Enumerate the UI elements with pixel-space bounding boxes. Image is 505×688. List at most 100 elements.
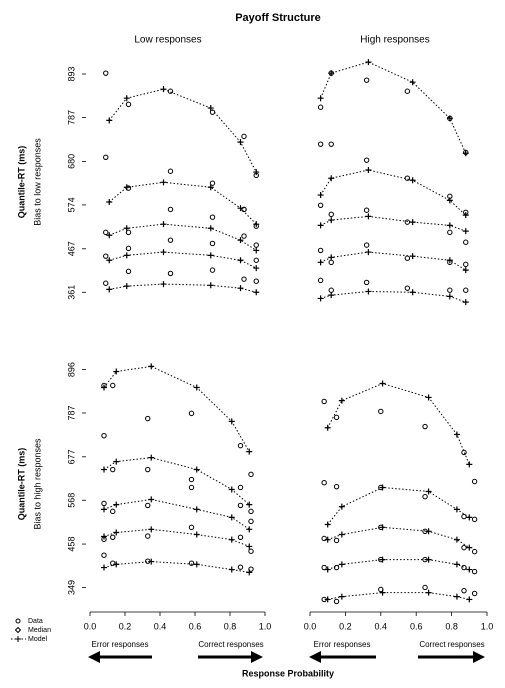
data-point [461,564,467,571]
data-point [103,253,109,259]
model-point [207,184,214,191]
data-point [248,518,254,525]
data-point [463,149,469,156]
column-title: High responses [360,35,429,46]
model-point [237,237,244,244]
model-point [207,252,214,259]
data-point [209,267,216,273]
model-point [193,561,200,568]
data-point [241,133,247,140]
data-point [321,596,327,603]
data-point [363,279,370,286]
data-point [237,502,244,509]
x-tick-label: 0.2 [339,621,352,631]
model-point [324,596,331,603]
model-point [409,177,416,184]
model-point [237,139,244,146]
model-line [327,592,470,600]
legend: Data Median Model [11,618,51,643]
data-point [167,206,174,213]
data-point [471,568,478,575]
y-tick-label: 677 [66,449,76,464]
model-point [207,282,214,289]
legend-symbol [14,626,22,634]
data-point [253,257,259,263]
model-line [103,365,250,452]
y-tick-label: 361 [66,285,76,300]
data-point [363,207,370,213]
model-point [462,267,469,274]
model-point [123,252,130,259]
model-point [365,249,372,256]
model-point [253,247,260,254]
model-point [425,488,432,495]
model-point [193,466,200,473]
y-axis-label: Quantile-RT (ms) [16,146,26,219]
data-point [378,484,384,491]
data-point [404,219,411,225]
data-point [378,556,384,563]
model-point [148,363,155,370]
model-line [320,290,466,303]
data-point [209,240,216,247]
data-point [248,566,254,572]
arrow-head [88,651,100,663]
model-line [109,223,257,251]
row-label: Bias to low responses [32,138,42,226]
model-point [123,225,130,232]
data-point [463,209,469,215]
model-point [338,593,345,600]
model-point [365,213,372,220]
data-point [110,466,116,473]
data-point [422,556,428,563]
x-tick-label: 0.0 [84,621,97,631]
data-point [110,534,116,540]
data-point [125,101,132,108]
y-axis-label: Quantile-RT (ms) [16,448,26,521]
model-point [148,558,155,565]
model-point [246,526,253,533]
y-tick-label: 680 [66,154,76,169]
model-point [425,528,432,535]
model-point [338,503,345,510]
model-point [106,232,113,239]
model-line [327,526,470,549]
data-point [447,259,453,266]
model-line [109,251,257,269]
data-point [378,586,384,593]
data-point [471,590,478,597]
data-point [237,442,244,449]
x-tick-label: 0.0 [304,621,317,631]
data-point [317,141,324,147]
data-point [145,466,151,473]
data-point [167,88,174,94]
data-point [125,229,132,236]
data-point [110,560,116,566]
model-point [365,167,372,174]
model-point [425,556,432,563]
data-point [471,478,478,485]
model-point [148,454,155,461]
model-point [237,257,244,264]
model-point [446,293,453,300]
arrow-label: Correct responses [419,640,484,649]
x-tick-label: 0.4 [375,621,388,631]
model-point [160,221,167,228]
model-point [113,458,120,465]
data-point [101,536,107,542]
model-point [106,286,113,293]
model-point [317,95,324,102]
x-axis-label: Response Probability [242,668,334,678]
model-point [253,169,260,176]
data-point [333,414,340,421]
model-point [106,117,113,124]
figure-title: Payoff Structure [235,12,321,24]
data-point [101,382,107,389]
model-point [237,285,244,292]
data-point [145,415,151,422]
model-point [160,281,167,288]
data-point [209,180,216,186]
data-point [241,276,247,282]
data-point [333,537,340,544]
model-point [328,217,335,224]
